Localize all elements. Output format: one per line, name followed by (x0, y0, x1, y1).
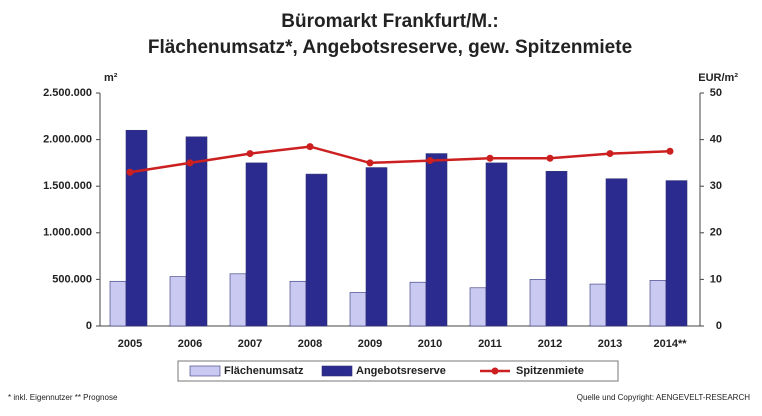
bar (409, 281, 427, 327)
y-tick-label: 2.500.000 (43, 87, 92, 99)
legend-label: Spitzenmiete (516, 365, 584, 377)
marker (666, 147, 674, 155)
bar (289, 280, 307, 327)
legend-label: Flächenumsatz (224, 365, 304, 377)
bar (425, 153, 448, 327)
x-tick-label: 2005 (118, 338, 142, 350)
x-tick-label: 2008 (298, 338, 322, 350)
marker (546, 154, 554, 162)
x-tick-label: 2006 (178, 338, 202, 350)
bar (125, 129, 148, 327)
y-axis-label: m² (104, 72, 118, 84)
bar (485, 162, 508, 327)
bar (665, 180, 688, 327)
bar (229, 273, 247, 327)
marker (186, 159, 194, 167)
bar (109, 280, 127, 327)
chart-subtitle: Flächenumsatz*, Angebotsreserve, gew. Sp… (148, 37, 632, 58)
chart-title: Büromarkt Frankfurt/M.: (281, 11, 498, 32)
bar (305, 173, 328, 327)
marker (126, 168, 134, 176)
bar (365, 167, 388, 327)
bar (529, 279, 547, 327)
marker (366, 159, 374, 167)
bar (185, 136, 208, 327)
line (129, 145, 671, 174)
legend-label: Angebotsreserve (356, 365, 446, 377)
marker (306, 143, 314, 151)
marker (246, 150, 254, 158)
y-tick-label: 0 (86, 320, 92, 332)
bar (469, 287, 487, 327)
y2-axis-label: EUR/m² (698, 72, 738, 84)
x-tick-label: 2011 (478, 338, 502, 350)
y2-tick-label: 20 (710, 227, 722, 239)
x-tick-label: 2010 (418, 338, 442, 350)
marker (426, 157, 434, 165)
y-tick-label: 1.000.000 (43, 227, 92, 239)
bar (605, 178, 628, 327)
bar (545, 170, 568, 327)
legend-swatch (491, 367, 499, 375)
source: Quelle und Copyright: AENGEVELT-RESEARCH (577, 393, 750, 402)
y-tick-label: 500.000 (52, 273, 92, 285)
legend-box (177, 360, 619, 382)
y2-tick-label: 50 (710, 87, 722, 99)
x-tick-label: 2007 (238, 338, 262, 350)
legend-swatch (189, 365, 221, 377)
x-tick-label: 2012 (538, 338, 562, 350)
y2-tick-label: 10 (710, 273, 722, 285)
bar (589, 283, 607, 327)
y-tick-label: 1.500.000 (43, 180, 92, 192)
bar (169, 276, 187, 327)
bar (245, 162, 268, 327)
y2-tick-label: 40 (710, 134, 722, 146)
legend-swatch (321, 365, 353, 377)
bar (649, 280, 667, 327)
x-tick-label: 2013 (598, 338, 622, 350)
y2-tick-label: 0 (716, 320, 722, 332)
marker (606, 150, 614, 158)
footnote: * inkl. Eigennutzer ** Prognose (8, 393, 118, 402)
bar (349, 292, 367, 327)
x-tick-label: 2014** (653, 338, 687, 350)
y-tick-label: 2.000.000 (43, 134, 92, 146)
x-tick-label: 2009 (358, 338, 382, 350)
marker (486, 154, 494, 162)
y2-tick-label: 30 (710, 180, 722, 192)
